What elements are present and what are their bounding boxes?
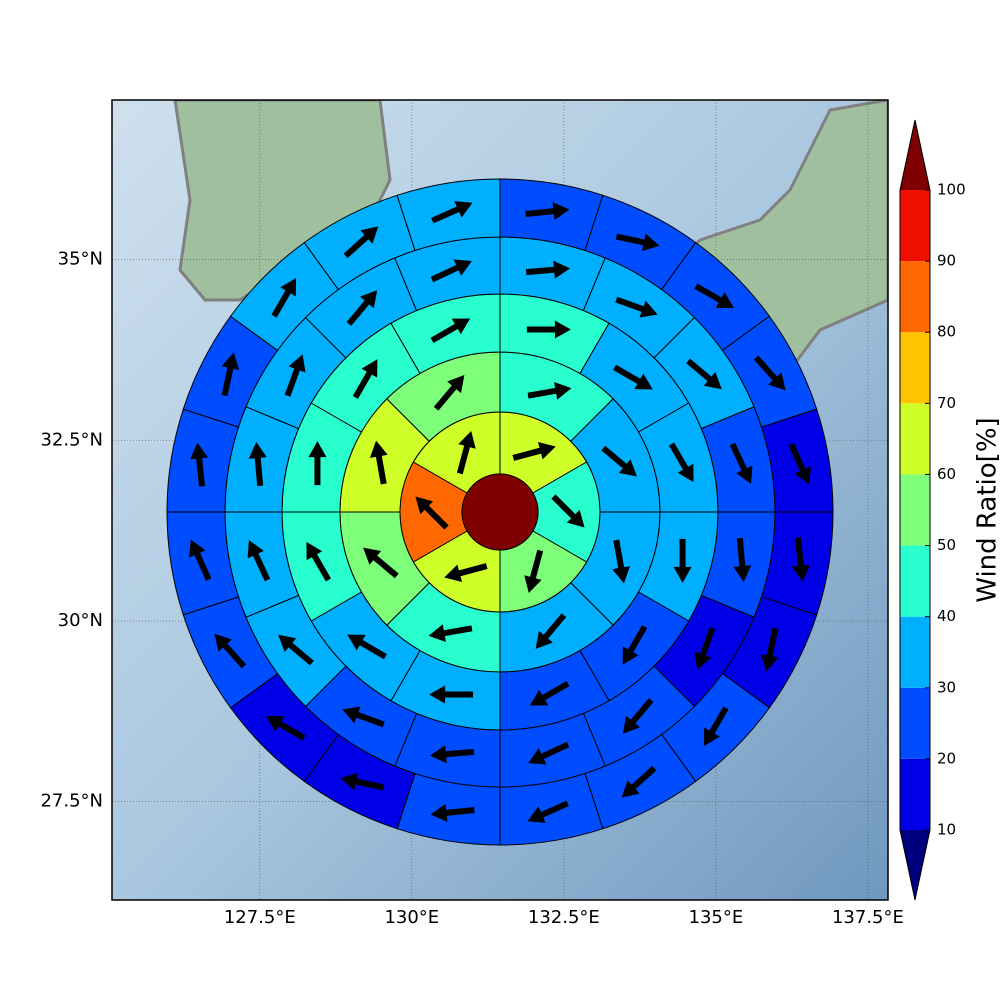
colorbar: 10 20 30 40 50 60 70 80 90 100: [900, 120, 966, 900]
colorbar-extend-high: [900, 120, 930, 190]
center-disk: [462, 474, 538, 550]
colorbar-tick-label: 50: [937, 536, 956, 554]
x-tick-label: 127.5°E: [224, 907, 296, 928]
colorbar-tick-label: 40: [937, 607, 956, 625]
y-tick-label: 30°N: [58, 610, 103, 631]
colorbar-segment: [900, 617, 930, 688]
x-tick-label: 135°E: [689, 907, 744, 928]
x-tick-label: 132.5°E: [528, 907, 600, 928]
colorbar-label: Wind Ratio[%]: [973, 417, 1000, 602]
colorbar-segment: [900, 261, 930, 332]
colorbar-tick-label: 60: [937, 465, 956, 483]
colorbar-tick-label: 20: [937, 749, 956, 767]
colorbar-tick-label: 70: [937, 394, 956, 412]
x-tick-label: 130°E: [384, 907, 439, 928]
colorbar-tick-label: 100: [937, 181, 966, 199]
colorbar-tick-label: 30: [937, 678, 956, 696]
colorbar-segment: [900, 403, 930, 474]
colorbar-segment: [900, 190, 930, 261]
x-tick-label: 137.5°E: [832, 907, 904, 928]
sectors: [167, 179, 833, 845]
colorbar-tick-label: 10: [937, 821, 956, 839]
colorbar-segment: [900, 759, 930, 830]
y-tick-label: 27.5°N: [40, 791, 103, 812]
colorbar-tick-label: 80: [937, 323, 956, 341]
y-tick-label: 35°N: [58, 249, 103, 270]
colorbar-extend-low: [900, 830, 930, 900]
colorbar-segment: [900, 688, 930, 759]
colorbar-segment: [900, 474, 930, 545]
colorbar-segment: [900, 332, 930, 403]
colorbar-segment: [900, 546, 930, 617]
y-tick-label: 32.5°N: [40, 429, 103, 450]
colorbar-tick-label: 90: [937, 252, 956, 270]
